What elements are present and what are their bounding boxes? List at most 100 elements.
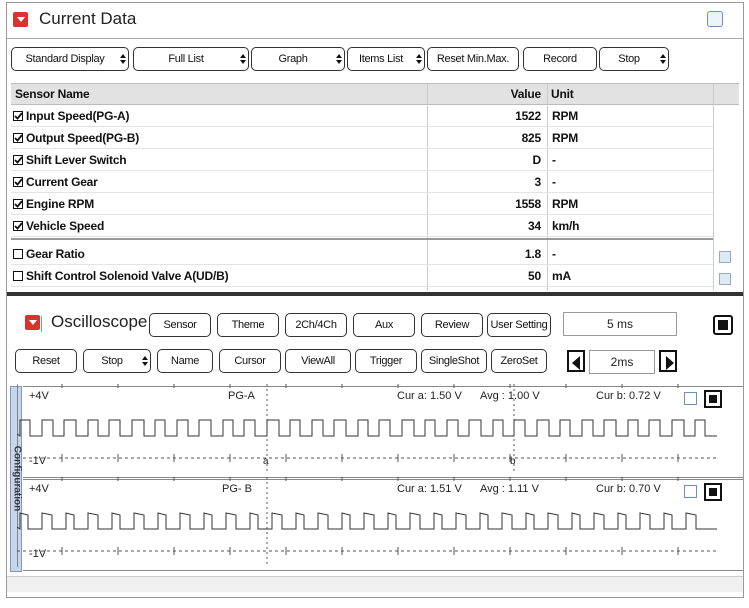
column-divider xyxy=(713,83,714,291)
button-label: Stop xyxy=(618,53,640,65)
side-tab[interactable]: Configuration xyxy=(10,386,23,572)
checkbox[interactable] xyxy=(13,199,23,209)
separator xyxy=(41,316,42,332)
cursor-b-value: Cur b: 0.70 V xyxy=(596,483,661,495)
channel-checkbox[interactable] xyxy=(684,485,697,498)
sensor-value: 1522 xyxy=(515,109,541,123)
button[interactable]: Standard Display xyxy=(11,47,129,71)
button-label: Graph xyxy=(278,53,308,65)
button[interactable]: Aux xyxy=(353,313,415,337)
button[interactable]: SingleShot xyxy=(421,349,487,373)
checkbox[interactable] xyxy=(13,271,23,281)
button[interactable]: Reset xyxy=(15,349,77,373)
voltage-top: +4V xyxy=(29,390,49,402)
scroll-up[interactable] xyxy=(719,251,731,263)
sensor-unit: RPM xyxy=(552,131,579,145)
button[interactable]: ViewAll xyxy=(285,349,351,373)
button[interactable]: 2Ch/4Ch xyxy=(285,313,347,337)
waveform-plot xyxy=(17,477,717,567)
button-label: ZeroSet xyxy=(500,355,538,367)
channel-panel xyxy=(23,479,743,571)
checkbox[interactable] xyxy=(13,177,23,187)
button[interactable]: Full List xyxy=(133,47,249,71)
scale[interactable]: 2ms xyxy=(589,350,655,374)
sensor-value: 1558 xyxy=(515,197,541,211)
button[interactable]: ZeroSet xyxy=(491,349,547,373)
sensor-name: Gear Ratio xyxy=(26,247,85,261)
sensor-name: Vehicle Speed xyxy=(26,219,105,233)
sensor-name: Input Speed(PG-A) xyxy=(26,109,130,123)
button-label: Reset Min.Max. xyxy=(436,53,510,65)
collapse-icon[interactable] xyxy=(13,12,28,27)
checkbox[interactable] xyxy=(13,111,23,121)
checkbox[interactable] xyxy=(13,249,23,259)
channel-toggle-fill xyxy=(709,488,717,496)
time-division[interactable]: 5 ms xyxy=(563,312,677,336)
table-row xyxy=(11,171,713,193)
waveform-plot xyxy=(17,384,717,474)
checkbox[interactable] xyxy=(13,133,23,143)
button-label: Items List xyxy=(358,53,404,65)
button[interactable]: Graph xyxy=(251,47,345,71)
channel-toggle-fill xyxy=(709,395,717,403)
sensor-value: D xyxy=(532,153,542,167)
next-button[interactable] xyxy=(659,350,677,372)
sensor-value: 825 xyxy=(521,131,542,145)
check-mark xyxy=(14,112,23,120)
channel-name: PG-A xyxy=(228,390,255,402)
maximize-button[interactable] xyxy=(707,11,723,27)
sensor-name: Shift Control Solenoid Valve A(UD/B) xyxy=(26,269,229,283)
average-value: Avg : 1.00 V xyxy=(480,390,540,402)
table-row xyxy=(11,265,713,287)
sensor-name: Engine RPM xyxy=(26,197,95,211)
sensor-unit: - xyxy=(552,175,556,189)
divider xyxy=(7,38,743,39)
button[interactable]: Items List xyxy=(347,47,425,71)
cursor-a-label: a xyxy=(263,456,269,467)
button-label: Trigger xyxy=(369,355,403,367)
button[interactable]: Name xyxy=(157,349,213,373)
record-toggle-fill xyxy=(718,320,728,330)
splitter[interactable] xyxy=(7,292,743,296)
button[interactable]: Cursor xyxy=(219,349,281,373)
table-row xyxy=(11,193,713,215)
cursor-a-value: Cur a: 1.51 V xyxy=(397,483,462,495)
checkbox[interactable] xyxy=(13,155,23,165)
button[interactable]: Stop xyxy=(83,349,151,373)
column-divider xyxy=(547,83,548,291)
table-header xyxy=(11,83,739,105)
sensor-unit: - xyxy=(552,247,556,261)
channel-checkbox[interactable] xyxy=(684,392,697,405)
panel-title: Oscilloscope xyxy=(51,312,148,331)
button[interactable]: Review xyxy=(421,313,483,337)
button[interactable]: Sensor xyxy=(149,313,211,337)
scroll-down[interactable] xyxy=(719,273,731,285)
sensor-unit: km/h xyxy=(552,219,580,233)
prev-button[interactable] xyxy=(567,350,585,372)
horizontal-scrollbar[interactable] xyxy=(7,576,743,592)
voltage-top: +4V xyxy=(29,483,49,495)
button[interactable]: Reset Min.Max. xyxy=(427,47,519,71)
button[interactable]: Trigger xyxy=(355,349,417,373)
table-row xyxy=(11,215,713,237)
sensor-unit: mA xyxy=(552,269,571,283)
table-row xyxy=(11,243,713,265)
button-label: Sensor xyxy=(163,319,197,331)
sensor-value: 50 xyxy=(528,269,541,283)
button[interactable]: Theme xyxy=(217,313,279,337)
button[interactable]: Stop xyxy=(599,47,669,71)
group-separator xyxy=(11,238,713,240)
sensor-name: Current Gear xyxy=(26,175,98,189)
average-value: Avg : 1.11 V xyxy=(480,483,539,495)
sensor-unit: RPM xyxy=(552,109,579,123)
check-mark xyxy=(14,156,23,164)
column-header: Sensor Name xyxy=(15,87,90,101)
cursor-b-label: b xyxy=(510,456,516,467)
checkbox[interactable] xyxy=(13,221,23,231)
collapse-icon[interactable] xyxy=(25,315,40,330)
column-divider xyxy=(427,83,428,291)
button[interactable]: Record xyxy=(523,47,597,71)
table-row xyxy=(11,149,713,171)
button[interactable]: User Setting xyxy=(487,313,551,337)
cursor-b-value: Cur b: 0.72 V xyxy=(596,390,661,402)
